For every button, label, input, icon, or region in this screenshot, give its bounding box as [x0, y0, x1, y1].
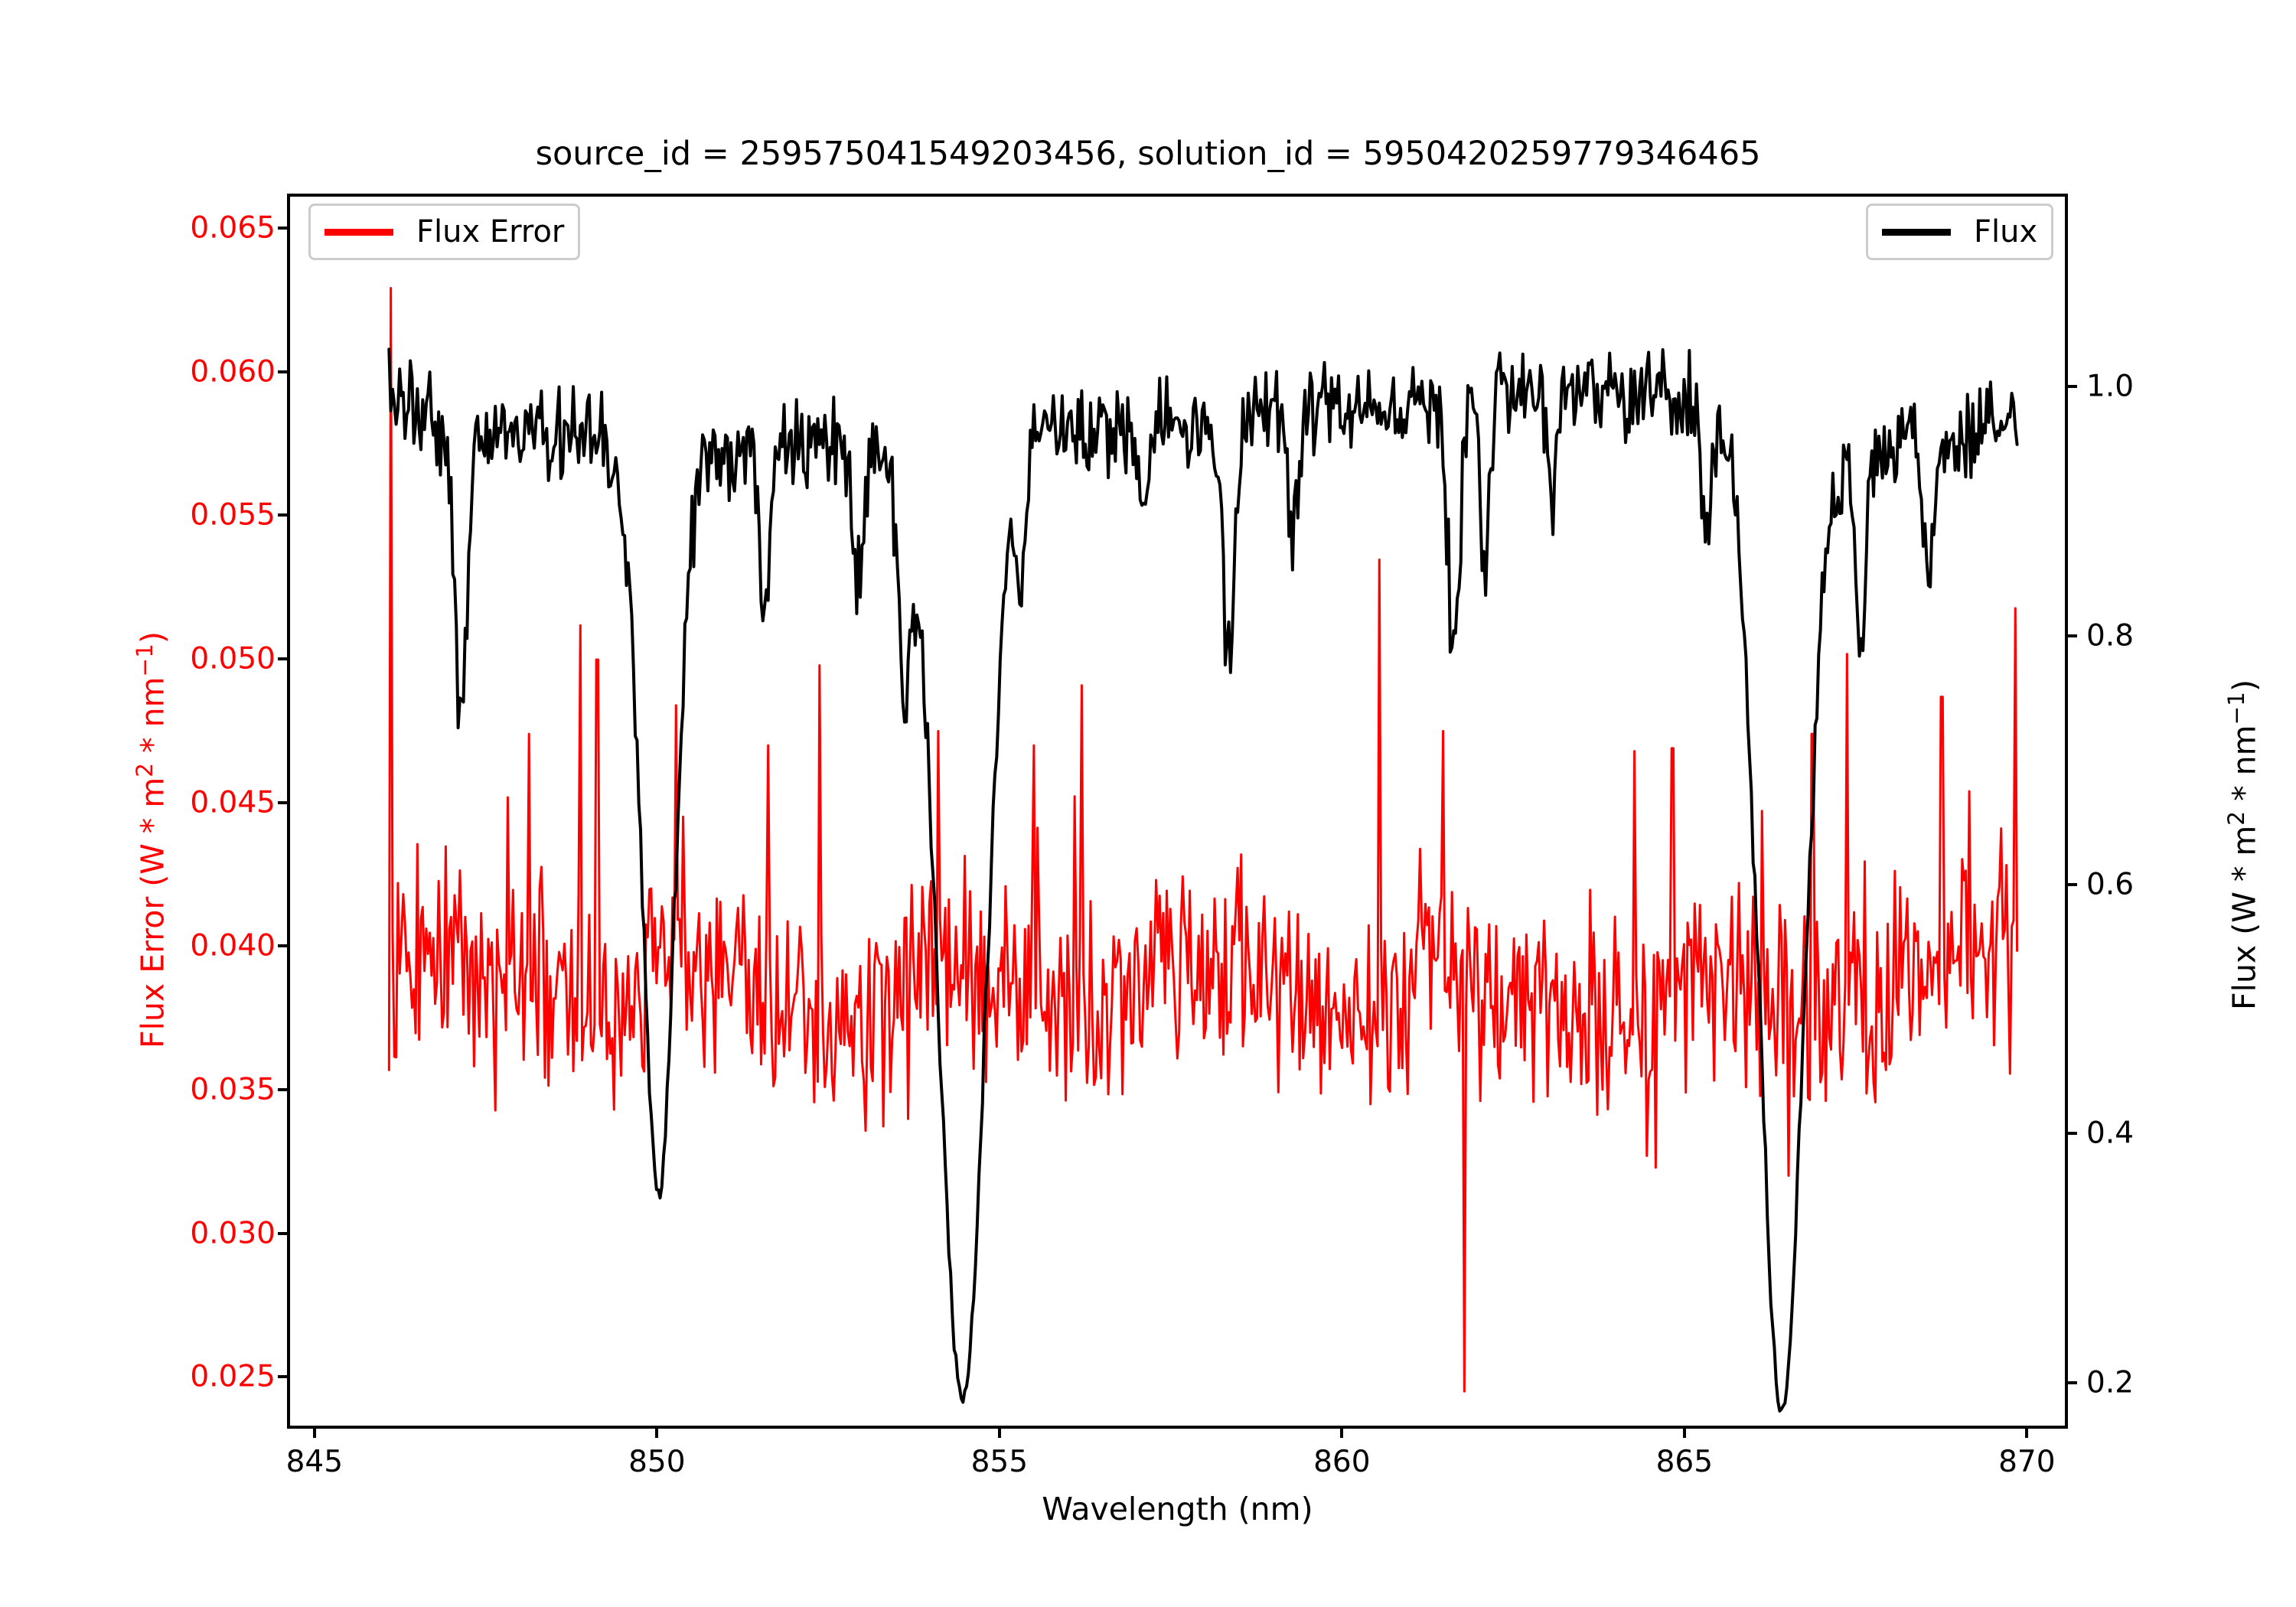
plot-area — [287, 194, 2068, 1429]
legend-flux-error[interactable]: Flux Error — [308, 204, 581, 260]
flux-series — [389, 349, 2017, 1410]
y-axis-left-tick-mark — [278, 1088, 287, 1092]
y-axis-left-tick-mark — [278, 227, 287, 230]
y-axis-left-tick-label: 0.060 — [190, 354, 276, 390]
red-line-swatch — [325, 228, 393, 236]
legend-flux-error-label: Flux Error — [416, 214, 565, 249]
flux-error-series — [389, 288, 2017, 1392]
y-axis-right-tick-label: 0.6 — [2086, 867, 2135, 902]
legend-flux-label: Flux — [1974, 214, 2038, 249]
y-axis-right-tick-label: 0.2 — [2086, 1365, 2135, 1400]
y-axis-left-tick-label: 0.025 — [190, 1359, 276, 1394]
y-axis-right-tick-mark — [2068, 1380, 2077, 1384]
x-axis-tick-label: 870 — [1998, 1445, 2056, 1479]
y-axis-left-tick-mark — [278, 1375, 287, 1379]
y-axis-left-tick-mark — [278, 1231, 287, 1235]
y-axis-left-tick-mark — [278, 944, 287, 948]
y-axis-right-tick-label: 0.4 — [2086, 1116, 2135, 1151]
y-axis-right-tick-label: 0.8 — [2086, 618, 2135, 654]
y-axis-left-tick-label: 0.065 — [190, 210, 276, 246]
y-axis-left-tick-label: 0.030 — [190, 1216, 276, 1251]
y-axis-right-tick-label: 1.0 — [2086, 369, 2135, 404]
y-axis-left-tick-label: 0.055 — [190, 497, 276, 533]
x-axis-tick-mark — [655, 1429, 659, 1438]
spectrum-plot — [290, 197, 2065, 1426]
y-axis-right-tick-mark — [2068, 1132, 2077, 1136]
x-axis-tick-label: 860 — [1313, 1445, 1371, 1479]
y-axis-right-label: Flux (W * m2 * nm−1) — [2223, 679, 2263, 1010]
y-axis-right-tick-mark — [2068, 882, 2077, 886]
y-axis-left-tick-label: 0.040 — [190, 928, 276, 963]
y-axis-left-tick-label: 0.050 — [190, 641, 276, 676]
y-axis-right-tick-mark — [2068, 385, 2077, 389]
y-axis-left-tick-mark — [278, 800, 287, 804]
y-axis-left-tick-label: 0.035 — [190, 1072, 276, 1107]
x-axis-tick-mark — [997, 1429, 1001, 1438]
black-line-swatch — [1882, 228, 1951, 236]
x-axis-tick-label: 845 — [285, 1445, 344, 1479]
y-axis-left-tick-mark — [278, 370, 287, 373]
x-axis-tick-mark — [312, 1429, 316, 1438]
x-axis-tick-label: 855 — [970, 1445, 1029, 1479]
y-axis-left-label: Flux Error (W * m2 * nm−1) — [132, 631, 171, 1048]
y-axis-left-tick-label: 0.045 — [190, 785, 276, 820]
x-axis-tick-label: 850 — [628, 1445, 686, 1479]
x-axis-tick-mark — [1682, 1429, 1686, 1438]
x-axis-tick-mark — [2025, 1429, 2029, 1438]
y-axis-left-tick-mark — [278, 513, 287, 517]
page-title: source_id = 259575041549203456, solution… — [535, 135, 1761, 173]
legend-flux[interactable]: Flux — [1866, 204, 2054, 260]
y-axis-left-tick-mark — [278, 657, 287, 661]
y-axis-right-tick-mark — [2068, 634, 2077, 637]
x-axis-label: Wavelength (nm) — [1042, 1491, 1313, 1527]
x-axis-tick-label: 865 — [1655, 1445, 1714, 1479]
x-axis-tick-mark — [1340, 1429, 1344, 1438]
